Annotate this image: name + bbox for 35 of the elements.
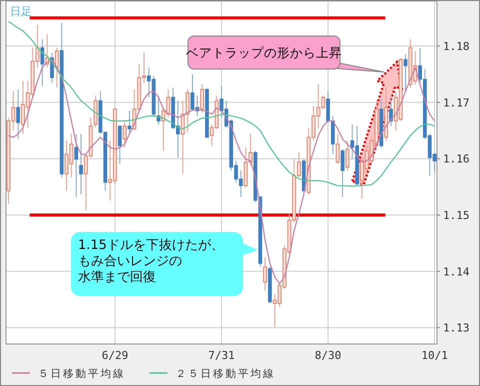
candlestick — [200, 84, 204, 114]
legend-label: ５日移動平均線 — [38, 368, 126, 380]
candlestick — [340, 148, 344, 198]
annotation: ベアトラップの形から上昇 — [186, 45, 342, 60]
candlestick — [330, 115, 335, 155]
x-tick-label: 7/31 — [208, 349, 235, 362]
candlestick — [263, 256, 267, 291]
candlestick — [326, 90, 330, 124]
annotation: 1.15ドルを下抜けたが、 — [78, 238, 224, 253]
legend-label: ２５日移動平均線 — [176, 368, 276, 380]
candlestick — [79, 133, 83, 195]
candlestick — [16, 88, 20, 140]
candlestick — [122, 120, 127, 148]
y-tick-label: 1.18 — [443, 40, 470, 54]
annotation: 水準まで回復 — [78, 270, 156, 285]
x-tick-label: 10/1 — [421, 349, 448, 362]
chart-title: 日足 — [10, 5, 32, 18]
candlestick — [118, 126, 122, 164]
candlestick — [389, 98, 393, 127]
candlestick — [156, 95, 160, 125]
candlestick — [74, 133, 78, 198]
annotation: もみ合いレンジの — [78, 254, 182, 269]
candlestick — [336, 133, 340, 164]
candlestick — [94, 95, 98, 128]
y-tick-label: 1.13 — [443, 322, 470, 335]
y-tick-label: 1.17 — [443, 96, 470, 110]
x-tick-label: 6/29 — [102, 349, 128, 362]
y-tick-label: 1.16 — [443, 152, 470, 166]
candlestick — [128, 110, 132, 134]
y-tick-label: 1.14 — [443, 265, 470, 278]
y-tick-label: 1.15 — [443, 209, 470, 222]
candlestick — [346, 140, 350, 172]
candlestick — [186, 88, 190, 133]
x-tick-label: 8/30 — [314, 349, 342, 362]
candlestick — [404, 54, 408, 92]
